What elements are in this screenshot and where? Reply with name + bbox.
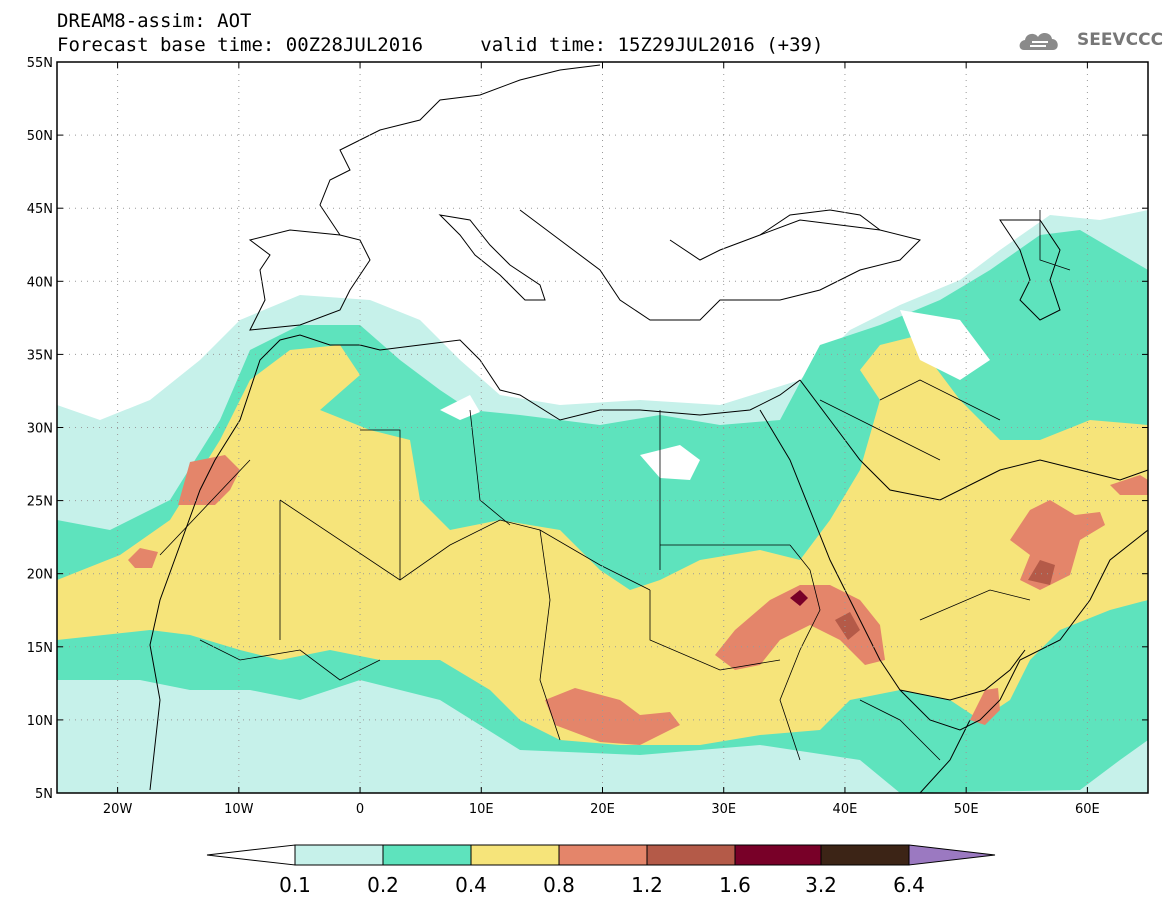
aot-clear-areas xyxy=(440,310,990,480)
lon-label: 0 xyxy=(356,802,364,817)
colorbar-segment-3.2 xyxy=(820,844,910,866)
longitude-labels: 20W 10W 0 10E 20E 30E 40E 50E 60E xyxy=(103,802,1100,817)
colorbar-high-arrow xyxy=(908,844,996,866)
lon-label: 30E xyxy=(711,802,736,817)
lat-label: 55N xyxy=(27,56,53,71)
colorbar-labels: 0.1 0.2 0.4 0.8 1.2 1.6 3.2 6.4 xyxy=(279,873,925,897)
colorbar-level-label: 3.2 xyxy=(805,873,837,897)
lat-label: 30N xyxy=(27,422,53,437)
lat-label: 35N xyxy=(27,348,53,363)
colorbar-level-label: 0.8 xyxy=(543,873,575,897)
lat-label: 45N xyxy=(27,202,53,217)
logo-text: SEEVCCC xyxy=(1077,30,1164,50)
colorbar-segment-0.2 xyxy=(382,844,472,866)
lat-label: 5N xyxy=(35,787,53,802)
colorbar-level-label: 0.1 xyxy=(279,873,311,897)
aot-band-1.6 xyxy=(790,590,808,606)
aot-fields xyxy=(57,210,1148,793)
valid-time-label: valid time: 15Z29JUL2016 (+39) xyxy=(480,34,824,56)
lon-label: 10W xyxy=(224,802,254,817)
lon-label: 10E xyxy=(469,802,494,817)
lat-label: 50N xyxy=(27,129,53,144)
colorbar: 0.1 0.2 0.4 0.8 1.2 1.6 3.2 6.4 xyxy=(206,844,996,897)
lat-label: 15N xyxy=(27,641,53,656)
colorbar-level-label: 1.2 xyxy=(631,873,663,897)
lon-label: 50E xyxy=(954,802,979,817)
colorbar-segment-1.2 xyxy=(646,844,736,866)
time-info: Forecast base time: 00Z28JUL2016 valid t… xyxy=(57,34,823,56)
colorbar-level-label: 0.2 xyxy=(367,873,399,897)
colorbar-level-label: 1.6 xyxy=(719,873,751,897)
lon-label: 40E xyxy=(833,802,858,817)
lat-label: 20N xyxy=(27,568,53,583)
colorbar-low-arrow xyxy=(206,844,296,866)
aot-band-1.2 xyxy=(835,560,1055,640)
map-title: DREAM8-assim: AOT xyxy=(57,10,252,32)
lat-label: 25N xyxy=(27,495,53,510)
base-time-label: Forecast base time: 00Z28JUL2016 xyxy=(57,34,424,56)
cloud-logo-icon xyxy=(1019,33,1058,50)
lon-label: 20W xyxy=(103,802,133,817)
latitude-labels: 55N 50N 45N 40N 35N 30N 25N 20N 15N 10N 5N xyxy=(27,56,53,802)
colorbar-segment-0.1 xyxy=(294,844,384,866)
aot-band-0.8 xyxy=(128,455,1148,745)
axis-ticks xyxy=(57,61,1148,794)
lat-label: 10N xyxy=(27,714,53,729)
colorbar-segment-1.6 xyxy=(734,844,822,866)
lon-label: 20E xyxy=(590,802,615,817)
lon-label: 60E xyxy=(1075,802,1100,817)
colorbar-segment-0.4 xyxy=(470,844,560,866)
colorbar-level-label: 0.4 xyxy=(455,873,487,897)
country-borders xyxy=(159,210,1071,761)
colorbar-level-label: 6.4 xyxy=(893,873,925,897)
colorbar-segment-0.8 xyxy=(558,844,648,866)
lat-label: 40N xyxy=(27,275,53,290)
